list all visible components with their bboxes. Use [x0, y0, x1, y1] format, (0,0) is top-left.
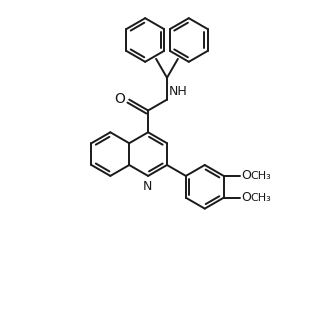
Text: CH₃: CH₃	[250, 193, 271, 203]
Text: O: O	[241, 191, 251, 204]
Text: O: O	[114, 92, 125, 106]
Text: N: N	[142, 180, 152, 193]
Text: CH₃: CH₃	[250, 171, 271, 181]
Text: NH: NH	[169, 85, 188, 98]
Text: O: O	[241, 169, 251, 182]
